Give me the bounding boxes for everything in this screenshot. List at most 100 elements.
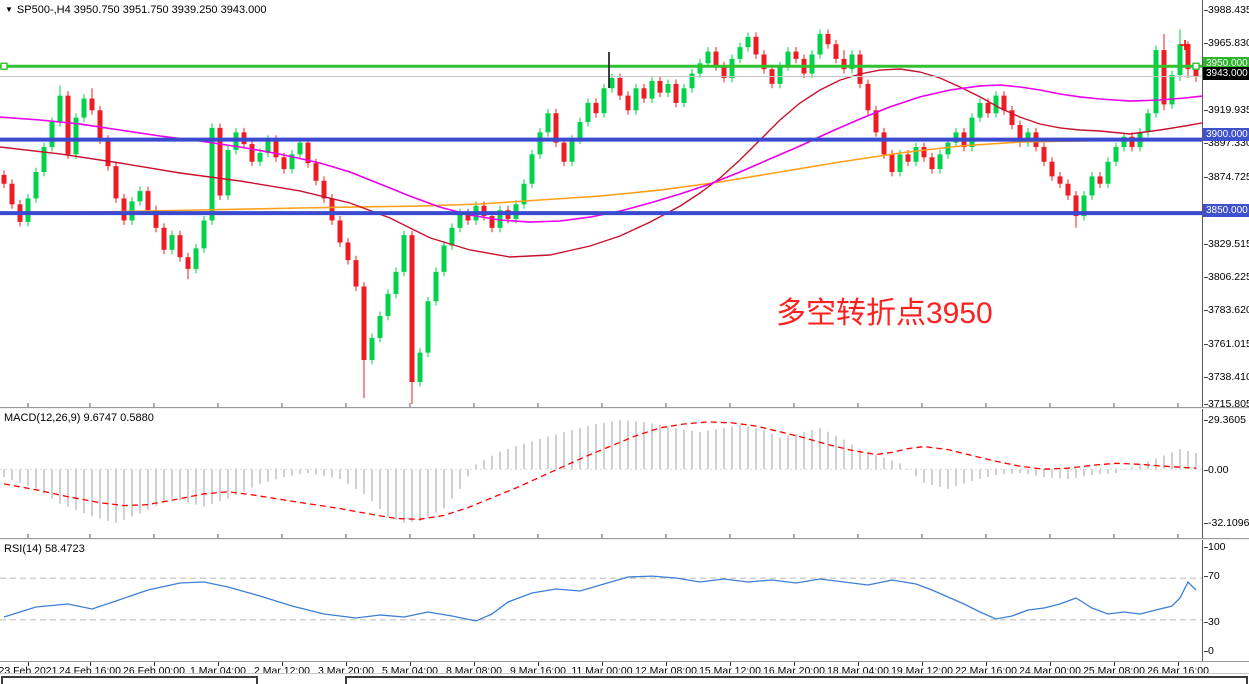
- bull-candle: [209, 127, 215, 221]
- rsi-pane[interactable]: [0, 540, 1202, 662]
- bear-candle: [561, 142, 567, 162]
- bear-candle: [713, 51, 719, 67]
- bull-candle: [81, 98, 87, 118]
- time-tick-mark: [602, 662, 603, 666]
- indicator-axis-label: 29.3605: [1204, 414, 1246, 426]
- bull-candle: [945, 142, 951, 155]
- bull-candle: [521, 183, 527, 205]
- bull-candle: [257, 152, 263, 162]
- indicator-axis-label: -32.1096: [1204, 517, 1249, 529]
- macd-signal-line: [3, 421, 1197, 520]
- plus-marker[interactable]: [1180, 40, 1190, 50]
- bear-candle: [929, 157, 935, 170]
- pane-separator-highlight: [0, 408, 1249, 409]
- bear-candle: [657, 80, 663, 93]
- bull-candle: [785, 51, 791, 67]
- indicator-tick-mark: [1204, 420, 1208, 421]
- bull-candle: [41, 147, 47, 172]
- bear-candle: [1049, 161, 1055, 177]
- bull-candle: [401, 235, 407, 272]
- price-axis-line: [1202, 0, 1203, 662]
- time-tick-mark: [346, 662, 347, 666]
- bull-candle: [569, 139, 575, 162]
- bull-candle: [1113, 147, 1119, 162]
- bull-candle: [1105, 161, 1111, 184]
- bull-candle: [1089, 176, 1095, 196]
- bull-candle: [385, 293, 391, 316]
- macd-pane[interactable]: [0, 409, 1202, 538]
- time-tick-label: 26 Mar 16:00: [1147, 665, 1209, 677]
- bear-candle: [353, 260, 359, 287]
- bull-candle: [497, 210, 503, 228]
- bull-candle: [633, 88, 639, 111]
- bear-candle: [825, 33, 831, 45]
- bear-candle: [625, 95, 631, 111]
- bull-candle: [745, 36, 751, 48]
- bear-candle: [881, 132, 887, 155]
- pane-separator[interactable]: [0, 407, 1249, 408]
- bull-candle: [969, 117, 975, 148]
- price-tick-mark: [1204, 310, 1208, 311]
- bottom-panel-right[interactable]: [345, 676, 1248, 684]
- chart-dropdown-icon[interactable]: ▼: [5, 5, 13, 14]
- price-tick-mark: [1204, 43, 1208, 44]
- price-tick-label: 3829.515: [1204, 238, 1249, 250]
- bull-candle: [1169, 75, 1175, 105]
- bull-candle: [537, 132, 543, 155]
- bear-candle: [321, 180, 327, 199]
- bear-candle: [857, 54, 863, 84]
- bull-candle: [393, 271, 399, 294]
- trend-annotation-text[interactable]: 多空转折点3950: [776, 297, 993, 330]
- bear-candle: [553, 113, 559, 143]
- bear-candle: [833, 44, 839, 59]
- bull-candle: [1081, 195, 1087, 217]
- chart-title: ▼ SP500-,H4 3950.750 3951.750 3939.250 39…: [5, 4, 267, 16]
- price-badge-3950.000: 3950.000: [1203, 57, 1249, 70]
- time-tick-mark: [858, 662, 859, 666]
- bull-candle: [377, 315, 383, 338]
- indicator-tick-mark: [1204, 576, 1208, 577]
- bear-candle: [873, 110, 879, 133]
- time-tick-label: 19 Mar 12:00: [891, 665, 953, 677]
- bear-candle: [1193, 65, 1199, 77]
- hline-handle[interactable]: [1192, 62, 1200, 70]
- indicator-tick-mark: [1204, 470, 1208, 471]
- price-tick-label: 3965.830: [1204, 37, 1249, 49]
- time-tick-mark: [474, 662, 475, 666]
- bull-candle: [1025, 132, 1031, 143]
- price-axis[interactable]: 3988.435 3965.830 3919.935 3897.330 3874.725…: [1203, 0, 1249, 662]
- bear-candle: [465, 213, 471, 221]
- bull-candle: [697, 63, 703, 74]
- main-chart-pane[interactable]: [0, 0, 1202, 407]
- hline-handle[interactable]: [0, 62, 8, 70]
- pane-separator[interactable]: [0, 538, 1249, 539]
- bear-candle: [641, 88, 647, 99]
- bull-candle: [601, 88, 607, 114]
- bear-candle: [1009, 110, 1015, 125]
- time-tick-mark: [410, 662, 411, 666]
- bear-candle: [617, 77, 623, 96]
- price-tick-mark: [1204, 404, 1208, 405]
- bull-candle: [457, 213, 463, 228]
- price-tick-mark: [1204, 10, 1208, 11]
- time-tick-label: 16 Mar 20:00: [763, 665, 825, 677]
- time-tick-label: 12 Mar 08:00: [635, 665, 697, 677]
- bear-candle: [1073, 195, 1079, 217]
- bull-candle: [265, 139, 271, 153]
- bear-candle: [89, 98, 95, 111]
- bull-candle: [297, 142, 303, 155]
- time-axis[interactable]: 23 Feb 2021 24 Feb 16:00 26 Feb 00:00 1 Mar…: [0, 662, 1249, 677]
- time-tick-mark: [1114, 662, 1115, 666]
- bull-candle: [849, 54, 855, 70]
- bull-candle: [1153, 50, 1159, 114]
- bear-candle: [145, 191, 151, 211]
- bear-candle: [105, 139, 111, 167]
- bottom-panel-left[interactable]: [1, 676, 258, 684]
- bear-candle: [409, 235, 415, 383]
- time-tick-label: 24 Feb 16:00: [59, 665, 121, 677]
- bear-candle: [273, 139, 279, 158]
- indicator-axis-label: 30: [1204, 616, 1220, 628]
- bull-candle: [225, 149, 231, 196]
- time-tick-mark: [154, 662, 155, 666]
